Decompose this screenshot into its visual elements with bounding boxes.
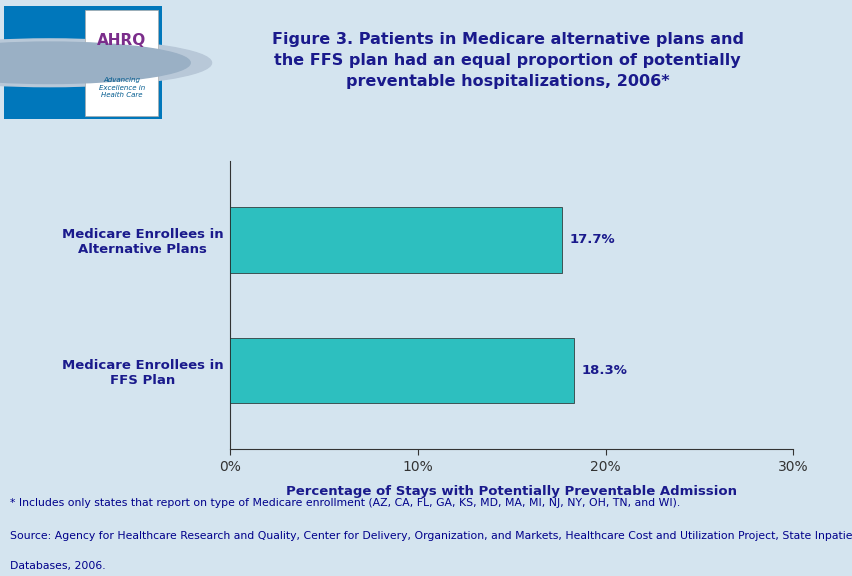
- Text: Source: Agency for Healthcare Research and Quality, Center for Delivery, Organiz: Source: Agency for Healthcare Research a…: [10, 531, 852, 541]
- Circle shape: [0, 42, 190, 84]
- Text: * Includes only states that report on type of Medicare enrollment (AZ, CA, FL, G: * Includes only states that report on ty…: [10, 498, 680, 508]
- X-axis label: Percentage of Stays with Potentially Preventable Admission: Percentage of Stays with Potentially Pre…: [286, 485, 736, 498]
- Bar: [230, 338, 573, 403]
- Text: Figure 3. Patients in Medicare alternative plans and
the FFS plan had an equal p: Figure 3. Patients in Medicare alternati…: [271, 32, 743, 89]
- Text: Databases, 2006.: Databases, 2006.: [10, 561, 106, 571]
- Text: 18.3%: 18.3%: [580, 364, 626, 377]
- Circle shape: [0, 39, 211, 86]
- FancyBboxPatch shape: [4, 6, 162, 119]
- Text: 17.7%: 17.7%: [569, 233, 615, 247]
- Bar: [230, 207, 561, 272]
- FancyBboxPatch shape: [85, 10, 158, 116]
- Text: AHRQ: AHRQ: [97, 33, 147, 48]
- Text: Advancing
Excellence in
Health Care: Advancing Excellence in Health Care: [99, 77, 145, 98]
